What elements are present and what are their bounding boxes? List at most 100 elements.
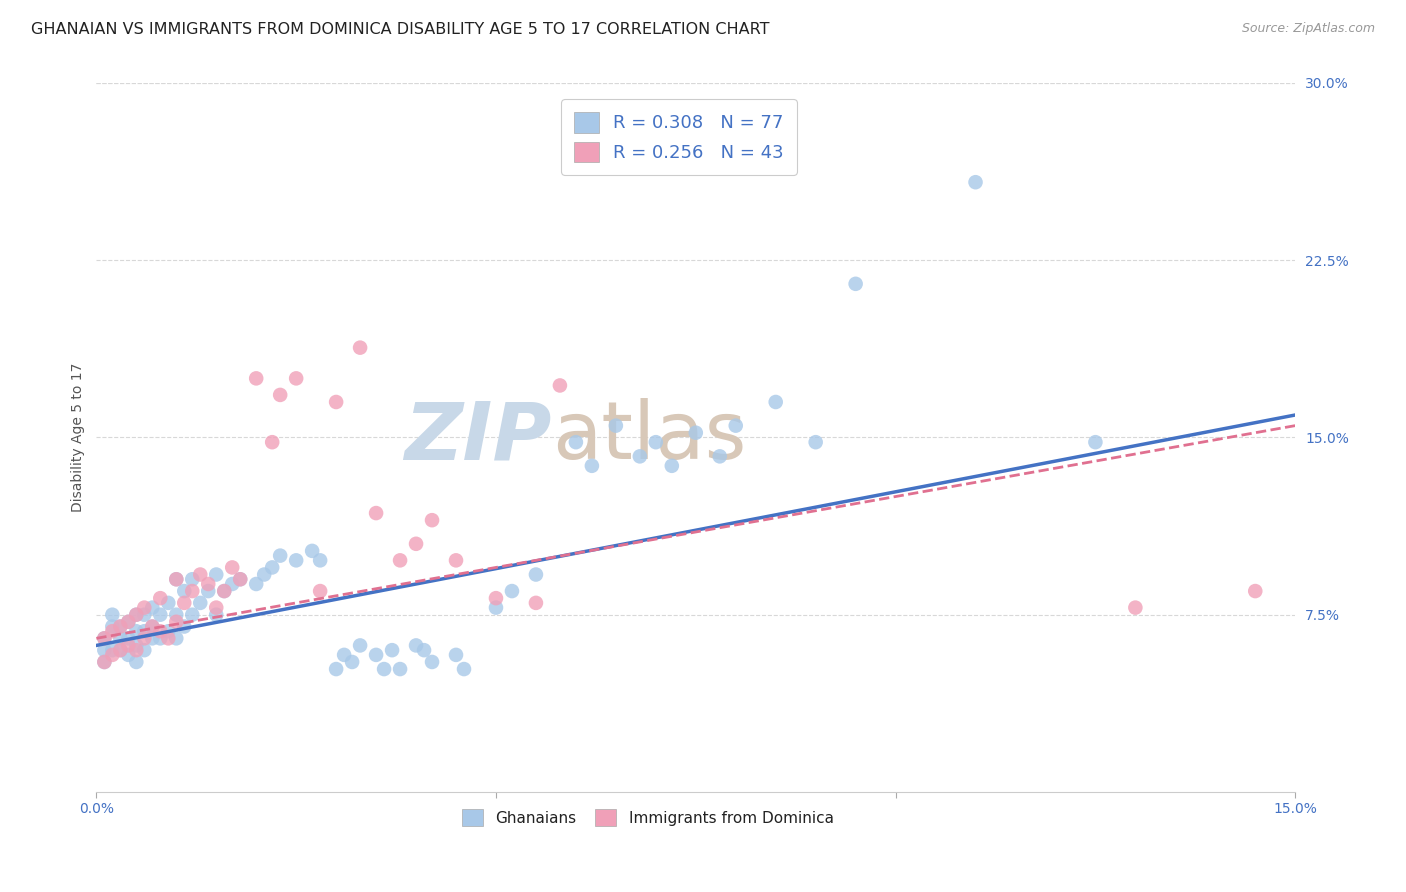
Point (524, 596, 547, 610)
Point (548, 378, 571, 392)
Point (181, 584, 204, 599)
Point (205, 567, 228, 582)
Point (134, 600, 156, 615)
Point (262, 560, 284, 574)
Point (141, 600, 163, 615)
Point (420, 513, 443, 527)
Point (301, 544, 323, 558)
Point (188, 596, 211, 610)
Point (212, 584, 235, 599)
Point (373, 662, 395, 676)
Point (125, 643, 148, 657)
Point (101, 648, 124, 662)
Point (724, 418, 747, 433)
Point (285, 371, 308, 385)
Point (93, 655, 115, 669)
Point (157, 624, 180, 639)
Point (804, 435, 827, 450)
Point (149, 607, 172, 622)
Point (661, 458, 683, 473)
Point (125, 607, 148, 622)
Point (141, 632, 163, 646)
Point (141, 619, 163, 633)
Point (965, 175, 987, 189)
Text: GHANAIAN VS IMMIGRANTS FROM DOMINICA DISABILITY AGE 5 TO 17 CORRELATION CHART: GHANAIAN VS IMMIGRANTS FROM DOMINICA DIS… (31, 22, 769, 37)
Point (389, 553, 412, 567)
Point (253, 567, 276, 582)
Point (197, 584, 219, 599)
Point (173, 596, 195, 610)
Point (389, 662, 412, 676)
Point (165, 572, 187, 586)
Legend: Ghanaians, Immigrants from Dominica: Ghanaians, Immigrants from Dominica (454, 801, 841, 834)
Point (173, 619, 195, 633)
Point (117, 639, 139, 653)
Point (524, 567, 547, 582)
Point (405, 639, 427, 653)
Point (269, 549, 291, 563)
Point (101, 607, 124, 622)
Point (1244, 584, 1267, 599)
Point (1084, 435, 1107, 450)
Point (125, 639, 148, 653)
Text: atlas: atlas (553, 399, 747, 476)
Point (245, 371, 267, 385)
Point (212, 584, 235, 599)
Point (349, 639, 371, 653)
Point (110, 619, 132, 633)
Point (165, 632, 187, 646)
Point (325, 395, 347, 409)
Point (101, 619, 124, 633)
Point (125, 655, 148, 669)
Point (364, 648, 387, 662)
Point (333, 648, 356, 662)
Point (93, 643, 115, 657)
Point (173, 584, 195, 599)
Point (229, 572, 252, 586)
Point (628, 450, 651, 464)
Point (205, 600, 228, 615)
Point (125, 607, 148, 622)
Point (309, 553, 332, 567)
Point (117, 632, 139, 646)
Point (565, 435, 588, 450)
Point (101, 624, 124, 639)
Point (485, 600, 508, 615)
Y-axis label: Disability Age 5 to 17: Disability Age 5 to 17 (72, 363, 86, 512)
Point (709, 450, 731, 464)
Point (605, 418, 627, 433)
Point (117, 615, 139, 629)
Point (262, 435, 284, 450)
Point (501, 584, 523, 599)
Point (134, 624, 156, 639)
Point (181, 607, 204, 622)
Point (413, 643, 436, 657)
Point (245, 577, 267, 591)
Point (110, 643, 132, 657)
Point (325, 662, 347, 676)
Point (685, 425, 707, 440)
Point (93, 655, 115, 669)
Point (269, 388, 291, 402)
Point (229, 572, 252, 586)
Point (134, 632, 156, 646)
Text: Source: ZipAtlas.com: Source: ZipAtlas.com (1241, 22, 1375, 36)
Point (149, 624, 172, 639)
Point (134, 607, 156, 622)
Point (285, 553, 308, 567)
Point (117, 615, 139, 629)
Point (765, 395, 787, 409)
Point (221, 560, 243, 574)
Point (149, 591, 172, 606)
Point (110, 619, 132, 633)
Point (134, 643, 156, 657)
Point (157, 596, 180, 610)
Point (309, 584, 332, 599)
Point (381, 643, 404, 657)
Point (149, 632, 172, 646)
Point (845, 277, 868, 291)
Point (141, 619, 163, 633)
Point (117, 648, 139, 662)
Point (221, 577, 243, 591)
Point (188, 567, 211, 582)
